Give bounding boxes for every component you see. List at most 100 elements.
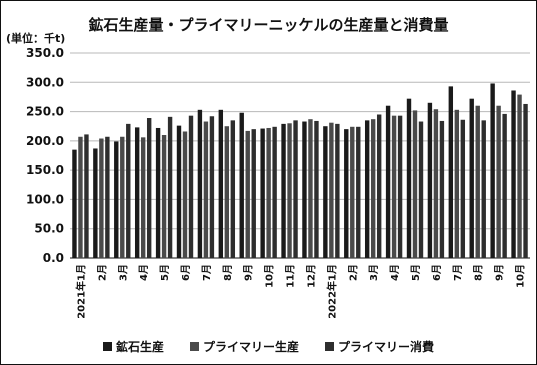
x-tick-label: 12月	[305, 264, 317, 288]
bar-primary-consumption	[188, 115, 194, 259]
bar-primary-production	[224, 126, 230, 258]
legend-label-primary-consumption: プライマリー消費	[338, 340, 435, 354]
bar-primary-production	[308, 119, 313, 258]
bar-ore	[114, 141, 119, 258]
bar-primary-production	[161, 135, 167, 258]
bar-primary-production	[517, 94, 522, 258]
legend-item-ore: 鉱石生産	[102, 338, 164, 355]
bar-ore	[239, 112, 244, 258]
unit-label: (単位：千t)	[6, 32, 66, 45]
bar-primary-consumption	[523, 103, 528, 258]
x-tick-label: 7月	[201, 264, 213, 281]
bar-ore	[469, 98, 474, 258]
legend-swatch-ore	[102, 342, 112, 351]
x-tick-label: 9月	[243, 264, 255, 281]
y-tick-label: 150.0	[26, 163, 64, 177]
bar-primary-consumption	[314, 120, 319, 258]
legend: 鉱石生産 プライマリー生産 プライマリー消費	[0, 338, 537, 355]
bar-primary-production	[475, 105, 480, 258]
bar-primary-production	[245, 130, 250, 258]
x-tick-label: 8月	[473, 264, 485, 281]
bar-primary-production	[412, 110, 418, 259]
bar-primary-production	[182, 131, 188, 258]
bar-ore	[93, 148, 98, 258]
bar-primary-production	[140, 137, 146, 258]
bar-primary-production	[287, 123, 292, 259]
bar-primary-consumption	[251, 129, 256, 258]
bar-primary-consumption	[167, 116, 173, 258]
bar-primary-consumption	[209, 116, 215, 258]
bar-primary-consumption	[376, 114, 382, 258]
bar-primary-production	[433, 109, 439, 258]
bar-primary-consumption	[460, 119, 466, 259]
bar-primary-consumption	[126, 123, 131, 258]
bar-ore	[406, 98, 412, 258]
legend-item-primary-production: プライマリー生産	[189, 338, 299, 355]
bar-ore	[281, 123, 286, 258]
bar-ore	[511, 90, 516, 258]
bar-primary-consumption	[439, 120, 445, 258]
bar-ore	[260, 128, 265, 258]
legend-label-ore: 鉱石生産	[115, 340, 164, 354]
legend-item-primary-consumption: プライマリー消費	[325, 338, 434, 355]
bar-ore	[448, 86, 454, 258]
bar-primary-production	[329, 122, 334, 258]
bar-primary-production	[496, 105, 501, 258]
bar-ore	[218, 109, 224, 258]
bar-primary-consumption	[84, 134, 89, 258]
x-tick-label: 8月	[222, 264, 234, 281]
bar-ore	[197, 109, 203, 258]
bar-ore	[385, 105, 391, 258]
bar-ore	[344, 129, 349, 258]
bar-ore	[176, 125, 182, 258]
bar-primary-production	[370, 119, 376, 258]
x-tick-label: 3月	[117, 264, 129, 281]
bar-primary-consumption	[397, 115, 403, 259]
y-tick-label: 350.0	[26, 46, 64, 60]
y-tick-label: 250.0	[26, 105, 64, 119]
bar-primary-consumption	[356, 126, 361, 258]
x-tick-label: 10月	[515, 264, 527, 288]
y-tick-label: 100.0	[26, 192, 64, 206]
x-tick-label: 2月	[96, 264, 108, 281]
bar-primary-production	[99, 138, 104, 258]
x-tick-label: 5月	[159, 264, 171, 281]
x-tick-label: 6月	[431, 264, 443, 281]
y-tick-label: 0.0	[43, 251, 64, 265]
bar-ore	[72, 149, 77, 258]
bar-ore	[427, 102, 433, 259]
legend-label-primary-production: プライマリー生産	[202, 340, 299, 354]
bar-primary-consumption	[272, 126, 277, 258]
x-tick-label: 4月	[389, 264, 401, 281]
x-tick-label: 11月	[285, 264, 297, 288]
bar-primary-consumption	[230, 120, 236, 258]
bar-primary-consumption	[146, 118, 152, 258]
bar-ore	[364, 120, 370, 258]
bar-primary-consumption	[502, 113, 507, 259]
bar-primary-consumption	[481, 120, 486, 258]
y-tick-label: 300.0	[26, 75, 64, 89]
x-tick-label: 4月	[138, 264, 150, 281]
bar-primary-production	[203, 121, 209, 259]
x-tick-label: 9月	[494, 264, 506, 281]
bar-ore	[490, 83, 495, 258]
y-tick-label: 50.0	[34, 222, 64, 236]
bar-primary-consumption	[335, 123, 340, 258]
x-tick-label: 6月	[180, 264, 192, 281]
legend-swatch-primary-production	[189, 342, 199, 351]
legend-swatch-primary-consumption	[325, 342, 334, 351]
x-tick-label: 2022年1月	[325, 264, 338, 319]
x-tick-label: 3月	[368, 264, 380, 281]
y-tick-label: 200.0	[26, 134, 64, 148]
bar-ore	[323, 126, 328, 258]
bar-ore	[155, 127, 161, 258]
bar-ore	[134, 127, 140, 258]
chart-title: 鉱石生産量・プライマリーニッケルの生産量と消費量	[88, 16, 449, 34]
x-tick-label: 5月	[410, 264, 422, 281]
x-tick-label: 7月	[452, 264, 464, 281]
x-tick-label: 2021年1月	[74, 264, 87, 319]
bar-primary-production	[78, 136, 83, 258]
bar-primary-production	[454, 109, 460, 258]
bar-primary-consumption	[105, 136, 110, 258]
